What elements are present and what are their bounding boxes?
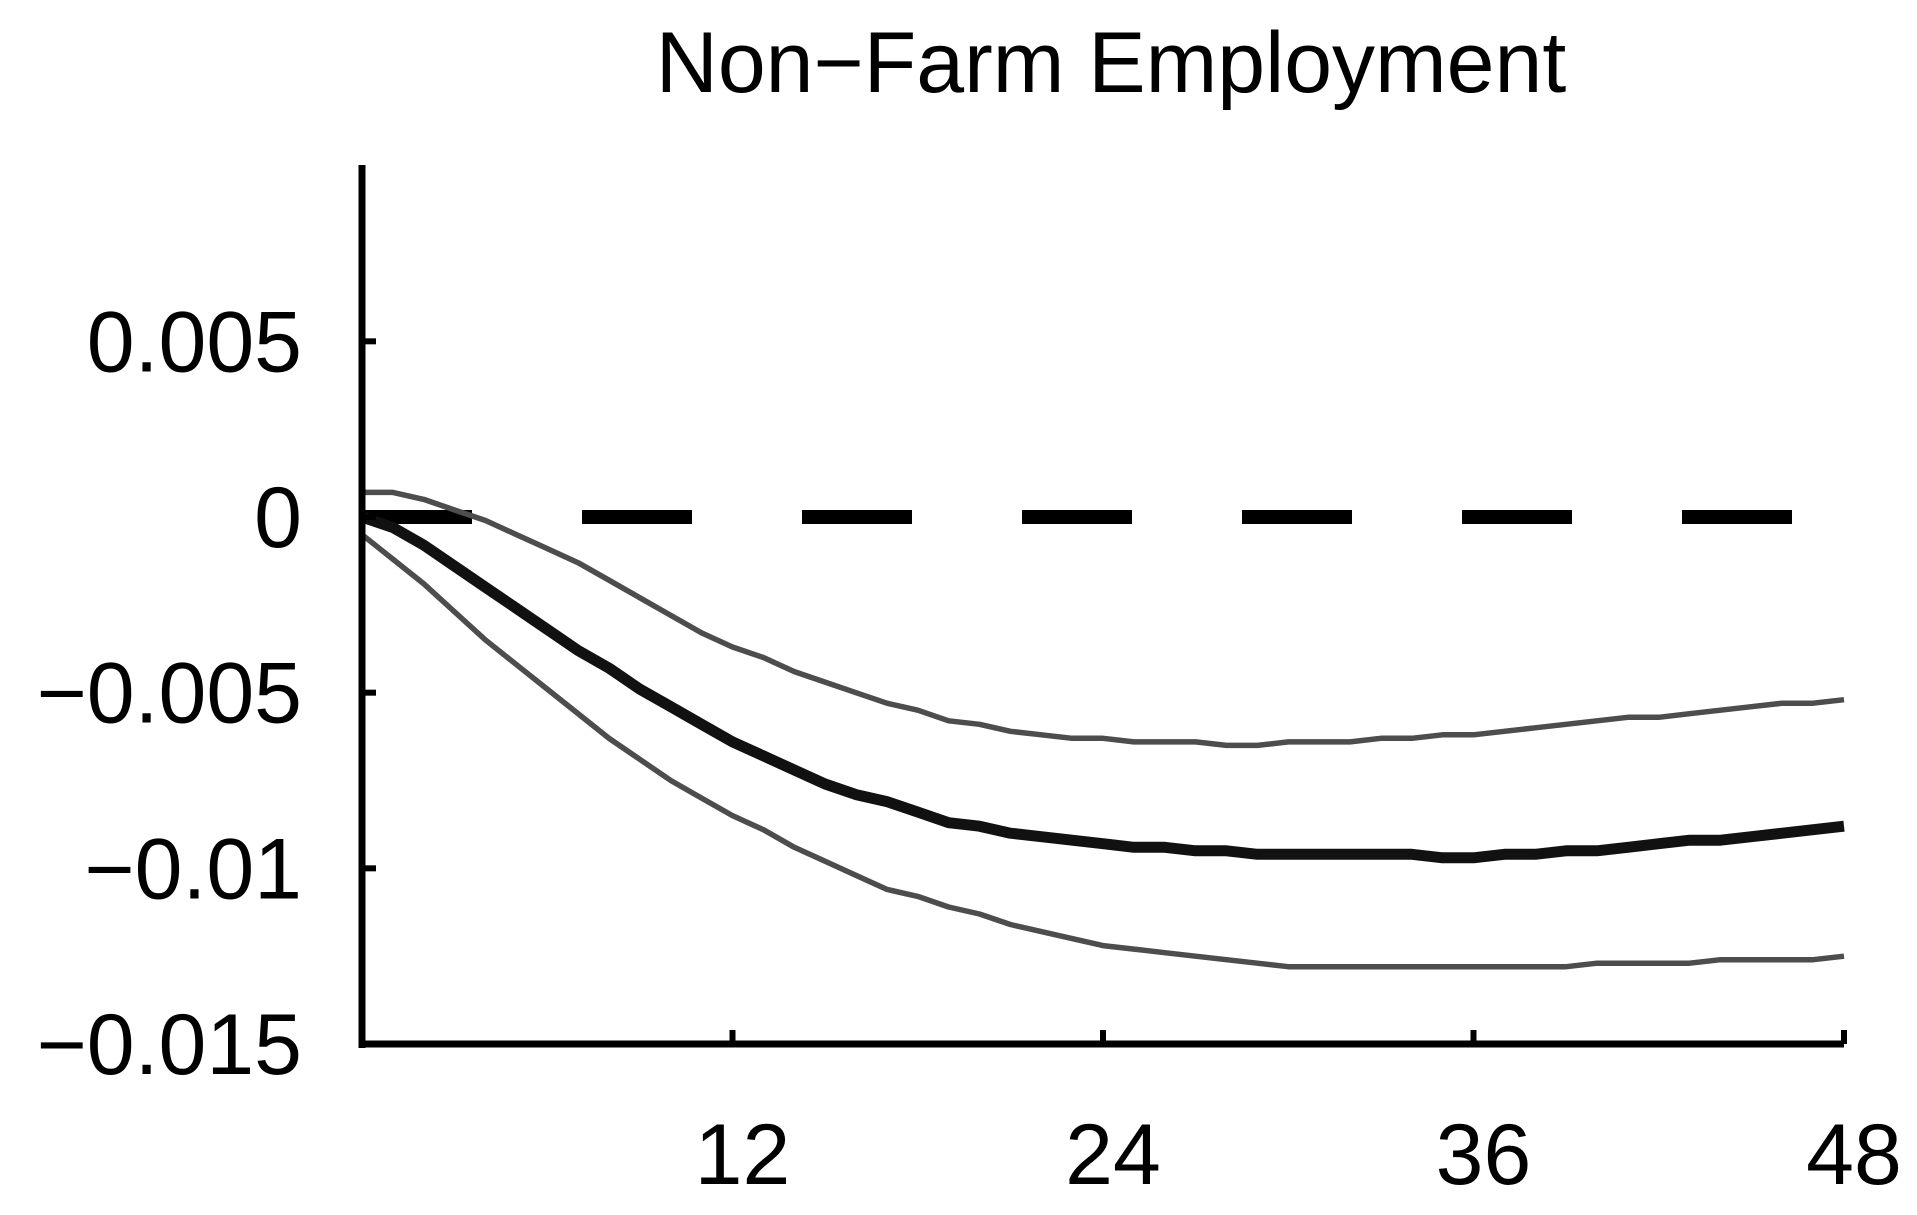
- series-line-point-estimate: [360, 511, 1845, 864]
- y-tick-label: −0.01: [84, 821, 302, 917]
- chart-title: Non−Farm Employment: [656, 15, 1567, 111]
- series-line-lower-band: [360, 532, 1845, 970]
- x-tick-label: 48: [1806, 1107, 1902, 1203]
- y-tick-label: 0.005: [87, 294, 302, 390]
- x-tick-label: 36: [1436, 1107, 1532, 1203]
- tick-layer: 0.005 0 −0.005 −0.01 −0.015 12 24 36 48: [37, 294, 1902, 1203]
- y-tick-label: −0.015: [37, 997, 302, 1093]
- y-tick-label: −0.005: [37, 646, 302, 742]
- x-tick-label: 24: [1065, 1107, 1161, 1203]
- axis-layer: [358, 165, 1844, 1048]
- series-layer: [360, 489, 1845, 970]
- series-line-upper-band: [362, 489, 1845, 749]
- x-tick-label: 12: [695, 1107, 791, 1203]
- y-tick-label: 0: [254, 470, 302, 566]
